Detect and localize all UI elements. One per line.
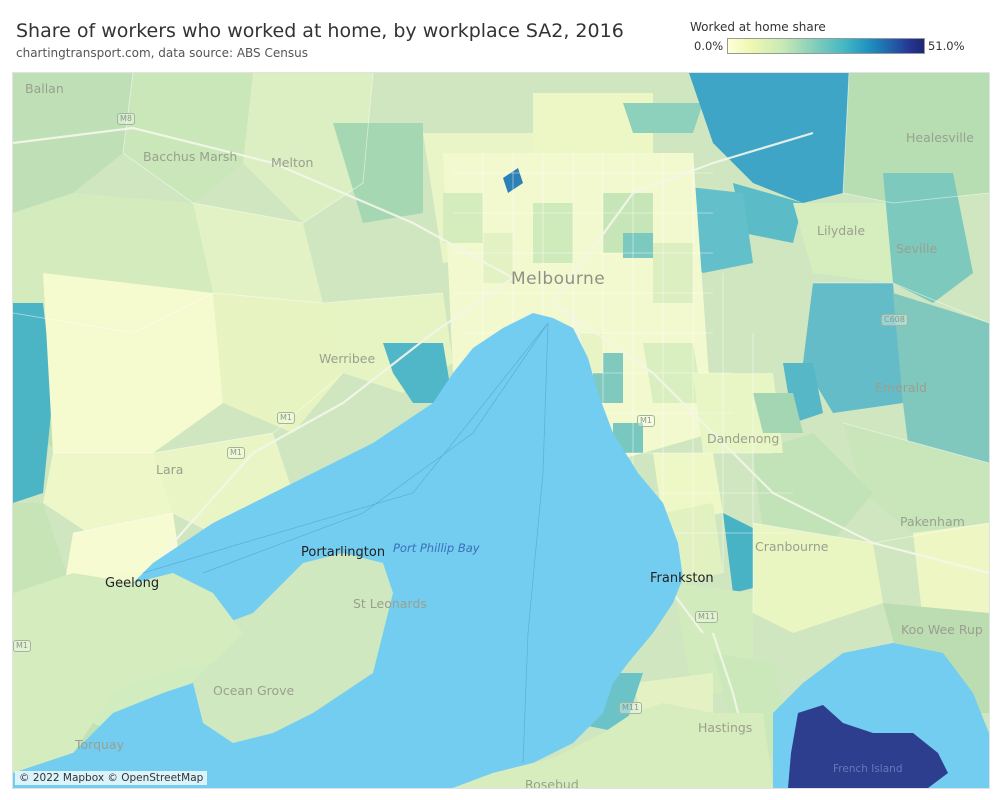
region-metro-a bbox=[443, 193, 483, 243]
road-shield-m8: M8 bbox=[117, 113, 135, 125]
label-ballan: Ballan bbox=[25, 81, 64, 96]
region-metro-e bbox=[653, 243, 693, 303]
label-portarlington: Portarlington bbox=[301, 545, 386, 560]
choropleth-map[interactable]: Ballan Bacchus Marsh Melton Healesville … bbox=[12, 72, 990, 789]
region-ballan bbox=[13, 73, 133, 213]
legend-title: Worked at home share bbox=[690, 20, 826, 34]
map-attribution[interactable]: © 2022 Mapbox © OpenStreetMap bbox=[15, 771, 208, 785]
label-port-phillip-bay: Port Phillip Bay bbox=[393, 541, 480, 555]
shipping-lanes bbox=[142, 322, 549, 764]
mornington-peninsula bbox=[453, 703, 773, 788]
legend-gradient-bar bbox=[727, 38, 925, 54]
region-cranbourne bbox=[753, 523, 883, 633]
road-shield-m11-south: M11 bbox=[619, 702, 643, 714]
road-shield-c608: C608 bbox=[881, 314, 908, 326]
legend-min-label: 0.0% bbox=[694, 39, 724, 53]
map-canvas bbox=[13, 73, 989, 788]
label-lilydale: Lilydale bbox=[817, 223, 866, 238]
region-west-edge bbox=[13, 303, 53, 503]
label-dandenong: Dandenong bbox=[707, 431, 780, 446]
region-emerald bbox=[893, 293, 989, 483]
region-pakenham-south bbox=[913, 523, 989, 633]
label-emerald: Emerald bbox=[875, 380, 927, 395]
region-narre-warren bbox=[753, 433, 873, 553]
road-shield-m1-far-west: M1 bbox=[13, 640, 31, 652]
region-metro-m bbox=[753, 393, 803, 433]
label-bacchus-marsh: Bacchus Marsh bbox=[143, 149, 238, 164]
label-torquay: Torquay bbox=[75, 737, 124, 752]
label-geelong: Geelong bbox=[105, 576, 160, 591]
region-north-accent bbox=[623, 103, 703, 133]
label-hastings: Hastings bbox=[698, 720, 753, 735]
region-lilydale bbox=[793, 203, 893, 283]
region-metro-c bbox=[533, 203, 573, 263]
region-bacchus-north bbox=[123, 73, 253, 203]
region-kinglake-south bbox=[733, 183, 803, 243]
region-dandenong-ranges bbox=[803, 283, 903, 413]
legend-max-label: 51.0% bbox=[928, 39, 965, 53]
road-shield-m1-west: M1 bbox=[277, 412, 295, 424]
map-subtitle: chartingtransport.com, data source: ABS … bbox=[16, 46, 308, 60]
label-ocean-grove: Ocean Grove bbox=[213, 683, 295, 698]
road-shield-m1-geelong: M1 bbox=[227, 447, 245, 459]
bellarine-peninsula bbox=[163, 553, 393, 743]
label-french-island: French Island bbox=[833, 763, 903, 775]
label-frankston: Frankston bbox=[650, 571, 714, 586]
label-werribee: Werribee bbox=[319, 351, 376, 366]
label-melton: Melton bbox=[271, 155, 314, 170]
geelong-shore bbox=[13, 573, 243, 773]
region-healesville bbox=[843, 73, 989, 203]
region-kinglake bbox=[689, 73, 849, 203]
region-werribee-west bbox=[213, 293, 343, 433]
region-metro-b bbox=[483, 233, 513, 283]
road-shield-m1-south: M1 bbox=[637, 415, 655, 427]
map-title: Share of workers who worked at home, by … bbox=[16, 20, 624, 42]
label-rosebud: Rosebud bbox=[525, 777, 579, 789]
region-metro-f bbox=[623, 233, 653, 258]
region-melton-north bbox=[243, 73, 373, 223]
label-koo-wee-rup: Koo Wee Rup bbox=[901, 622, 983, 637]
region-little-river bbox=[43, 273, 223, 453]
region-seville bbox=[883, 173, 973, 303]
region-pakenham bbox=[843, 423, 989, 553]
label-st-leonards: St Leonards bbox=[353, 596, 427, 611]
road-shield-m11: M11 bbox=[695, 611, 719, 623]
french-island bbox=[788, 705, 948, 788]
label-melbourne: Melbourne bbox=[511, 269, 606, 289]
label-healesville: Healesville bbox=[906, 130, 974, 145]
port-phillip-bay bbox=[13, 313, 683, 788]
label-lara: Lara bbox=[156, 462, 184, 477]
label-pakenham: Pakenham bbox=[900, 514, 965, 529]
label-cranbourne: Cranbourne bbox=[755, 539, 829, 554]
label-seville: Seville bbox=[896, 241, 938, 256]
